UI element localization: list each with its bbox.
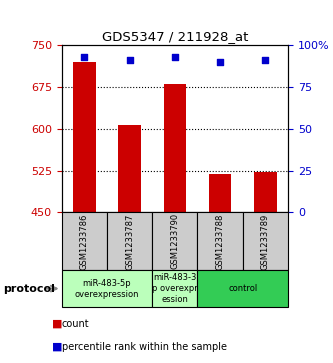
- Bar: [118, 125, 141, 212]
- Point: [217, 59, 223, 65]
- Bar: [164, 84, 186, 212]
- Text: miR-483-3
p overexpr
ession: miR-483-3 p overexpr ession: [152, 273, 198, 304]
- Text: protocol: protocol: [3, 284, 55, 294]
- Text: GSM1233787: GSM1233787: [125, 213, 134, 270]
- Text: miR-483-5p
overexpression: miR-483-5p overexpression: [75, 278, 139, 299]
- Text: GSM1233790: GSM1233790: [170, 213, 179, 269]
- Text: ■: ■: [52, 319, 62, 329]
- Point: [82, 54, 87, 60]
- Text: control: control: [228, 284, 257, 293]
- Text: GSM1233786: GSM1233786: [80, 213, 89, 270]
- Bar: [73, 62, 96, 212]
- Bar: [254, 172, 277, 212]
- Bar: [209, 174, 231, 212]
- Text: GSM1233788: GSM1233788: [215, 213, 225, 270]
- Point: [263, 57, 268, 63]
- Text: GSM1233789: GSM1233789: [261, 213, 270, 269]
- Point: [127, 57, 132, 63]
- Text: ■: ■: [52, 342, 62, 352]
- Point: [172, 54, 177, 60]
- Title: GDS5347 / 211928_at: GDS5347 / 211928_at: [102, 30, 248, 43]
- Text: count: count: [62, 319, 89, 329]
- Text: percentile rank within the sample: percentile rank within the sample: [62, 342, 226, 352]
